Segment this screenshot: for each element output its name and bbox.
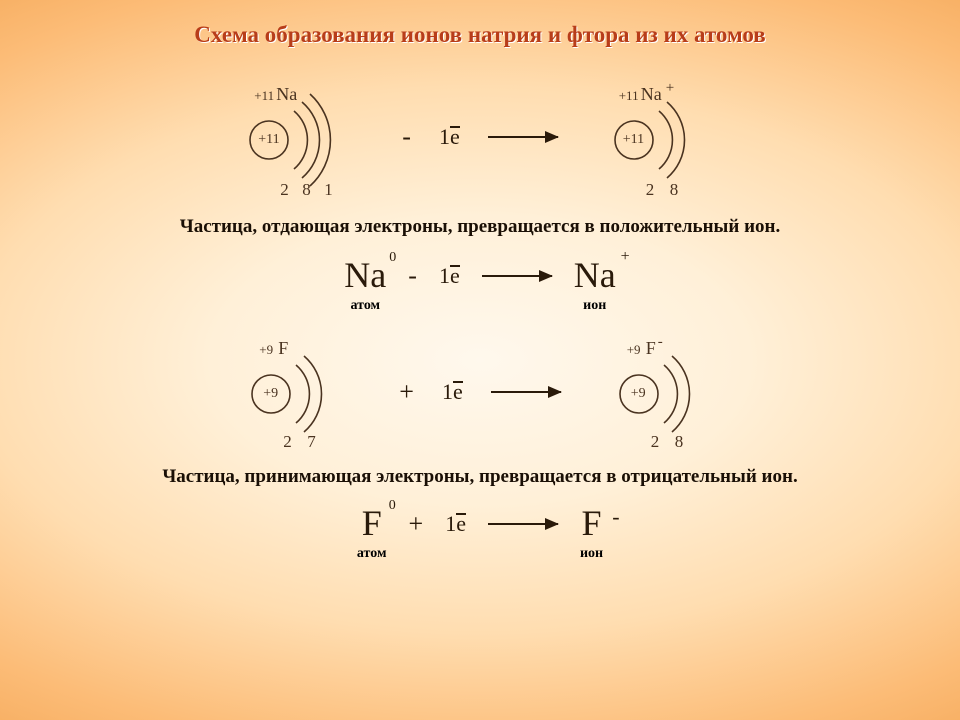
- f-right-shell-1: 8: [675, 432, 684, 452]
- f-eq-electron: 1e: [445, 511, 466, 537]
- caption-negative: Частица, принимающая электроны, превраща…: [0, 466, 960, 488]
- f-electron: 1e: [442, 379, 463, 405]
- f-right-sup: -: [658, 334, 663, 351]
- f-atom-left: +9 F +9 2 7: [221, 322, 371, 462]
- na-right-shell-0: 2: [646, 180, 655, 200]
- caption-positive: Частица, отдающая электроны, превращаетс…: [0, 216, 960, 238]
- f-diagram-row: +9 F +9 2 7 + 1e +9 F - +9 2 8: [0, 322, 960, 462]
- f-eq-left: F0: [362, 502, 382, 544]
- f-eq-right-sub: ион: [580, 546, 603, 562]
- na-equation: Na0 атом - 1e Na+ ион: [0, 254, 960, 314]
- f-left-charge: +9: [259, 342, 273, 358]
- na-left-charge: +11: [254, 88, 274, 104]
- na-left-shell-1: 8: [302, 180, 311, 200]
- na-eq-left-sub: атом: [350, 298, 380, 314]
- na-ion-right: +11 Na + +11 2 8: [586, 62, 736, 212]
- f-right-charge: +9: [627, 342, 641, 358]
- na-left-shell-2: 1: [324, 180, 333, 200]
- na-right-symbol: Na: [641, 84, 662, 105]
- f-left-shell-0: 2: [283, 432, 292, 452]
- f-left-symbol: F: [278, 338, 288, 359]
- f-right-shell-0: 2: [651, 432, 660, 452]
- na-atom-left: +11 Na +11 2 8 1: [224, 62, 374, 212]
- na-eq-right-sub: ион: [583, 298, 606, 314]
- na-eq-electron: 1e: [439, 263, 460, 289]
- na-electron: 1e: [439, 124, 460, 150]
- f-right-nucleus: +9: [631, 386, 646, 402]
- na-right-sup: +: [666, 80, 674, 97]
- na-left-shell-0: 2: [280, 180, 289, 200]
- arrow-icon: [488, 523, 558, 525]
- na-diagram-row: +11 Na +11 2 8 1 - 1e +11 Na + +11 2 8: [0, 62, 960, 212]
- f-equation: F0 атом + 1e F- ион: [0, 502, 960, 562]
- na-eq-op: -: [408, 261, 417, 291]
- f-left-nucleus: +9: [263, 386, 278, 402]
- f-right-symbol: F: [646, 338, 656, 359]
- na-right-nucleus: +11: [623, 132, 644, 148]
- na-operator: -: [402, 122, 411, 152]
- na-left-nucleus: +11: [258, 132, 279, 148]
- na-right-charge: +11: [619, 88, 639, 104]
- f-operator: +: [399, 377, 414, 407]
- arrow-icon: [482, 275, 552, 277]
- f-eq-right: F-: [582, 502, 602, 544]
- arrow-icon: [488, 136, 558, 138]
- f-eq-op: +: [409, 509, 424, 539]
- arrow-icon: [491, 391, 561, 393]
- f-left-shell-1: 7: [307, 432, 316, 452]
- na-left-symbol: Na: [276, 84, 297, 105]
- na-eq-right: Na+: [574, 254, 616, 296]
- f-ion-right: +9 F - +9 2 8: [589, 322, 739, 462]
- f-eq-left-sub: атом: [357, 546, 387, 562]
- na-right-shell-1: 8: [670, 180, 679, 200]
- page-title: Схема образования ионов натрия и фтора и…: [0, 0, 960, 48]
- na-eq-left: Na0: [344, 254, 386, 296]
